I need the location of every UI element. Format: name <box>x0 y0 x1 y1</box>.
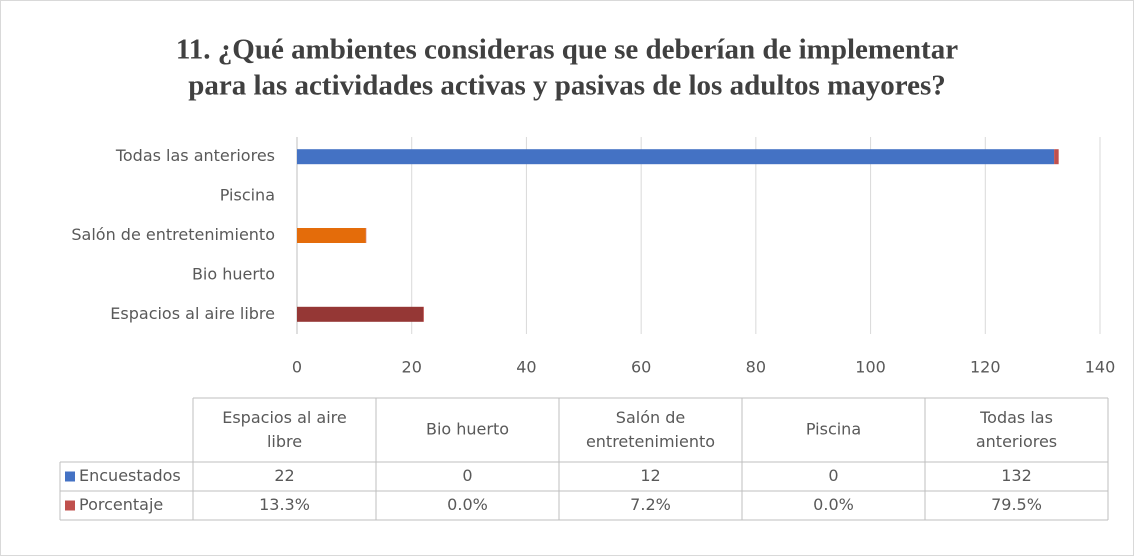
legend-label: Encuestados <box>79 466 181 485</box>
x-tick-label: 40 <box>516 358 536 377</box>
y-tick-label: Salón de entretenimiento <box>71 225 275 244</box>
table-value: 0 <box>828 466 838 485</box>
chart-title: 11. ¿Qué ambientes consideras que se deb… <box>176 34 958 66</box>
table-value: 132 <box>1001 466 1032 485</box>
table-value: 13.3% <box>259 495 310 514</box>
y-tick-label: Piscina <box>220 186 275 205</box>
table-value: 7.2% <box>630 495 671 514</box>
x-tick-label: 140 <box>1085 358 1116 377</box>
x-tick-label: 100 <box>855 358 886 377</box>
x-tick-label: 0 <box>292 358 302 377</box>
bar <box>297 228 366 243</box>
y-tick-label: Espacios al aire libre <box>110 304 275 323</box>
bar <box>297 306 424 322</box>
table-header: Piscina <box>806 420 861 439</box>
legend-swatch <box>65 471 75 482</box>
table-header: Salón de entretenimiento <box>586 408 715 451</box>
table-header: Bio huerto <box>426 420 509 439</box>
x-tick-label: 80 <box>746 358 766 377</box>
y-tick-label: Todas las anteriores <box>115 146 275 165</box>
table-value: 22 <box>274 466 294 485</box>
table-value: 0 <box>462 466 472 485</box>
table-header: Todas las anteriores <box>976 408 1057 451</box>
x-tick-label: 60 <box>631 358 651 377</box>
legend-swatch <box>65 500 75 511</box>
table-header: Espacios al aire libre <box>222 408 347 451</box>
bar <box>423 306 424 322</box>
legend-label: Porcentaje <box>79 495 163 514</box>
table-value: 79.5% <box>991 495 1042 514</box>
bar <box>297 149 1055 165</box>
x-tick-label: 120 <box>970 358 1001 377</box>
bar <box>1054 149 1059 165</box>
table-value: 0.0% <box>813 495 854 514</box>
table-value: 12 <box>640 466 660 485</box>
x-tick-label: 20 <box>402 358 422 377</box>
chart-title: para las actividades activas y pasivas d… <box>188 70 946 102</box>
y-tick-label: Bio huerto <box>192 264 275 283</box>
table-value: 0.0% <box>447 495 488 514</box>
